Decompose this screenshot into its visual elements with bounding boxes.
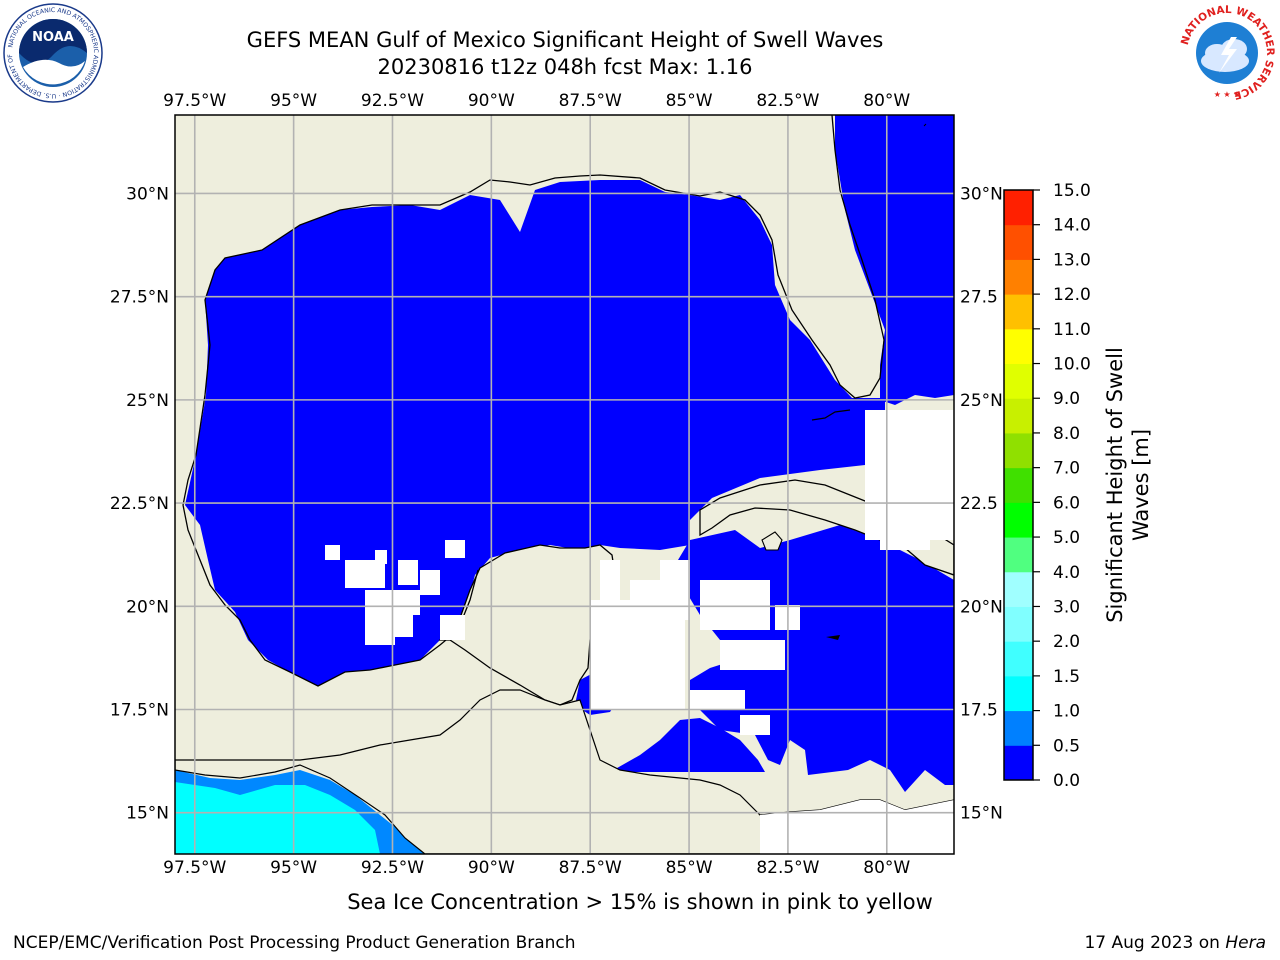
colorbar-tick-label: 9.0 [1053,389,1080,409]
colorbar-segment [1004,675,1033,712]
footer-credit: NCEP/EMC/Verification Post Processing Pr… [13,933,576,953]
lon-tick-label-bottom: 87.5°W [559,858,622,878]
colorbar-segment [1004,224,1033,260]
no-data-patches [325,410,954,735]
lon-tick-label-top: 87.5°W [559,91,622,111]
colorbar-tick-label: 1.5 [1053,667,1080,687]
colorbar-tick-label: 11.0 [1053,320,1091,340]
colorbar-tick-label: 3.0 [1053,597,1080,617]
colorbar-segment [1004,641,1033,677]
lon-tick-label-bottom: 95°W [270,858,317,878]
lon-tick-label-top: 97.5°W [163,91,226,111]
footer-host: Hera [1225,933,1266,953]
cayman-islands [826,635,840,640]
colorbar-tick-label: 15.0 [1053,181,1091,201]
noaa-wordmark: NOAA [32,30,74,45]
svg-text:★ ★ ★: ★ ★ ★ [1214,90,1241,99]
colorbar-tick-label: 4.0 [1053,563,1080,583]
colorbar-segment [1004,710,1033,746]
colorbar-tick-label: 0.0 [1053,771,1080,791]
gulf-swell-region [185,180,885,686]
lon-tick-label-top: 92.5°W [361,91,424,111]
pacific-swell-region [175,782,380,854]
lon-tick-label-top: 82.5°W [756,91,819,111]
chart-subtitle: 20230816 t12z 048h fcst Max: 1.16 [377,55,753,79]
lat-tick-label-right: 22.5 [960,494,998,514]
footer-date: 17 Aug 2023 on Hera [1084,933,1266,953]
colorbar-segment [1004,259,1033,295]
colorbar-tick-label: 14.0 [1053,216,1091,236]
noaa-logo: NATIONAL OCEANIC AND ATMOSPHERIC ADMINIS… [3,3,103,103]
colorbar-segment [1004,432,1033,469]
colorbar-label-line2: Waves [m] [1129,429,1153,541]
colorbar-tick-label: 0.5 [1053,736,1080,756]
lat-tick-label-right: 15°N [960,804,1003,824]
lat-tick-label-left: 17.5°N [110,701,169,721]
chart-title: GEFS MEAN Gulf of Mexico Significant Hei… [246,28,884,52]
colorbar-tick-label: 10.0 [1053,355,1091,375]
colorbar-segment [1004,502,1033,538]
isle-of-youth [761,531,783,551]
lat-tick-label-right: 30°N [960,184,1003,204]
colorbar-segment [1004,467,1033,503]
colorbar-segment [1004,606,1033,642]
colorbar-segment [1004,745,1033,781]
lon-tick-label-top: 80°W [863,91,910,111]
caribbean-south-region [610,718,765,772]
lon-tick-label-top: 90°W [468,91,515,111]
longitude-ticks-top: 97.5°W 95°W 92.5°W 90°W 87.5°W 85°W 82.5°W 80°W [163,91,910,111]
lon-tick-label-bottom: 80°W [863,858,910,878]
lon-tick-label-bottom: 97.5°W [163,858,226,878]
lat-tick-label-left: 30°N [126,184,169,204]
lat-tick-label-left: 25°N [126,391,169,411]
latitude-ticks-right: 30°N 27.5 25°N 22.5 20°N 17.5 15°N [960,184,1003,823]
atlantic-swell-region [835,115,954,405]
colorbar-tick-label: 7.0 [1053,459,1080,479]
colorbar-tick-label: 12.0 [1053,285,1091,305]
colorbar-tick-label: 5.0 [1053,528,1080,548]
map-frame [174,114,955,855]
florida-east-coastline [923,123,927,127]
colorbar-segment [1004,363,1033,399]
us-gulf-coastline [182,115,885,506]
colorbar-label-line1: Significant Height of Swell [1103,347,1127,623]
lon-tick-label-bottom: 92.5°W [361,858,424,878]
colorbar-tick-label: 13.0 [1053,250,1091,270]
colorbar-segment [1004,190,1033,226]
colorbar-tick-label: 6.0 [1053,493,1080,513]
colorbar-segment [1004,328,1033,365]
longitude-ticks-bottom: 97.5°W 95°W 92.5°W 90°W 87.5°W 85°W 82.5°W 80°W [163,858,910,878]
latitude-ticks-left: 30°N 27.5°N 25°N 22.5°N 20°N 17.5°N 15°N [110,184,169,823]
map-area [175,115,954,854]
footer-date-text: 17 Aug 2023 on [1084,933,1226,953]
florida-keys [811,409,851,421]
map-gridlines [175,115,954,854]
nws-logo: NATIONAL WEATHER SERVICE ★ ★ ★ [1179,4,1276,102]
lat-tick-label-left: 20°N [126,597,169,617]
lon-tick-label-bottom: 82.5°W [756,858,819,878]
sea-ice-note: Sea Ice Concentration > 15% is shown in … [347,890,933,914]
lon-tick-label-top: 95°W [270,91,317,111]
colorbar-frame [1003,189,1034,781]
lon-tick-label-bottom: 90°W [468,858,515,878]
lat-tick-label-left: 15°N [126,804,169,824]
colorbar-tick-label: 1.0 [1053,702,1080,722]
colorbar-segment [1004,537,1033,573]
colorbar-tick-label: 2.0 [1053,632,1080,652]
lon-tick-label-top: 85°W [666,91,713,111]
lat-tick-label-right: 27.5 [960,288,998,308]
lon-tick-label-bottom: 85°W [666,858,713,878]
mexico-gulf-coastline [182,504,479,687]
colorbar-segment [1004,571,1033,607]
lat-tick-label-right: 25°N [960,391,1003,411]
lat-tick-label-right: 20°N [960,597,1003,617]
colorbar-tick-label: 8.0 [1053,424,1080,444]
colorbar-segment [1004,294,1033,330]
colorbar-segment [1004,398,1033,434]
lat-tick-label-right: 17.5 [960,701,998,721]
lat-tick-label-left: 27.5°N [110,288,169,308]
lat-tick-label-left: 22.5°N [110,494,169,514]
colorbar: 0.0 0.5 1.0 1.5 2.0 3.0 4.0 5.0 6.0 7.0 8.0 9.0 10.0… [1003,181,1091,791]
